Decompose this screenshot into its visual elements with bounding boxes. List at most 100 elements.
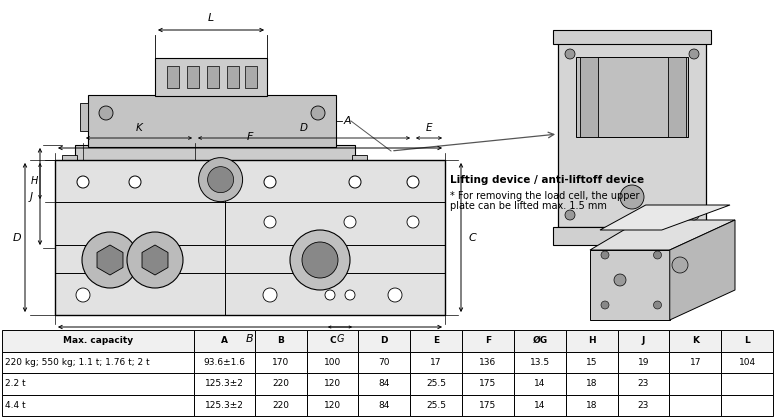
Circle shape xyxy=(302,242,338,278)
Circle shape xyxy=(129,176,141,188)
Circle shape xyxy=(689,210,699,220)
Text: B: B xyxy=(277,336,284,345)
Circle shape xyxy=(264,216,276,228)
Text: plate can be lifted max. 1.5 mm: plate can be lifted max. 1.5 mm xyxy=(450,201,607,211)
Bar xyxy=(194,330,255,352)
Bar xyxy=(618,330,670,352)
Circle shape xyxy=(99,106,113,120)
Text: 84: 84 xyxy=(379,401,390,410)
Text: 4.4 t: 4.4 t xyxy=(5,401,26,410)
Bar xyxy=(352,155,367,200)
Bar xyxy=(721,330,773,352)
Bar xyxy=(2,373,194,394)
Bar xyxy=(194,352,255,373)
Text: 125.3±2: 125.3±2 xyxy=(205,379,244,388)
Bar xyxy=(187,66,199,88)
Circle shape xyxy=(76,288,90,302)
Circle shape xyxy=(620,185,644,209)
Circle shape xyxy=(601,251,609,259)
Text: 23: 23 xyxy=(638,401,650,410)
Text: 17: 17 xyxy=(690,358,701,367)
Bar xyxy=(668,57,686,137)
Bar xyxy=(558,42,706,227)
Text: C: C xyxy=(469,233,476,243)
Text: B: B xyxy=(246,334,254,344)
Polygon shape xyxy=(600,205,730,230)
Circle shape xyxy=(653,251,661,259)
Circle shape xyxy=(345,290,355,300)
Text: 220 kg; 550 kg; 1.1 t; 1.76 t; 2 t: 220 kg; 550 kg; 1.1 t; 1.76 t; 2 t xyxy=(5,358,150,367)
Text: 100: 100 xyxy=(324,358,341,367)
Bar xyxy=(618,373,670,394)
Text: 14: 14 xyxy=(534,379,546,388)
Bar xyxy=(255,373,307,394)
Bar xyxy=(2,394,194,416)
Text: L: L xyxy=(744,336,750,345)
Bar xyxy=(721,394,773,416)
Circle shape xyxy=(349,176,361,188)
Text: E: E xyxy=(433,336,439,345)
Circle shape xyxy=(407,176,419,188)
Text: D: D xyxy=(380,336,388,345)
Text: F: F xyxy=(485,336,491,345)
Bar xyxy=(618,352,670,373)
Bar xyxy=(2,352,194,373)
Text: 17: 17 xyxy=(431,358,442,367)
Circle shape xyxy=(565,49,575,59)
Text: J: J xyxy=(642,336,645,345)
Text: 14: 14 xyxy=(534,401,546,410)
Bar xyxy=(62,155,77,200)
Bar xyxy=(75,145,355,222)
Text: 125.3±2: 125.3±2 xyxy=(205,401,244,410)
Text: H: H xyxy=(588,336,595,345)
Bar xyxy=(88,95,336,147)
Bar xyxy=(80,103,88,131)
Bar xyxy=(462,330,514,352)
Circle shape xyxy=(689,49,699,59)
Text: 18: 18 xyxy=(586,379,598,388)
Bar xyxy=(155,58,267,96)
Bar xyxy=(566,330,618,352)
Bar xyxy=(194,373,255,394)
Text: H: H xyxy=(30,176,38,186)
Text: 70: 70 xyxy=(379,358,390,367)
Text: K: K xyxy=(691,336,698,345)
Bar xyxy=(566,352,618,373)
Circle shape xyxy=(388,288,402,302)
Text: A: A xyxy=(221,336,228,345)
Text: 93.6±1.6: 93.6±1.6 xyxy=(203,358,245,367)
Polygon shape xyxy=(97,245,123,275)
Bar xyxy=(55,160,445,315)
Bar xyxy=(359,394,411,416)
Polygon shape xyxy=(590,250,670,320)
Circle shape xyxy=(127,232,183,288)
Text: ØG: ØG xyxy=(532,336,547,345)
Bar xyxy=(566,373,618,394)
Text: L: L xyxy=(208,13,214,23)
Bar xyxy=(462,352,514,373)
Bar xyxy=(553,30,711,44)
Bar xyxy=(307,352,359,373)
Text: 120: 120 xyxy=(324,401,341,410)
Circle shape xyxy=(199,158,243,202)
Text: 220: 220 xyxy=(272,401,289,410)
Circle shape xyxy=(77,176,89,188)
Text: 13.5: 13.5 xyxy=(530,358,550,367)
Circle shape xyxy=(325,290,335,300)
Circle shape xyxy=(601,301,609,309)
Text: 136: 136 xyxy=(480,358,497,367)
Bar xyxy=(167,66,179,88)
Bar xyxy=(514,394,566,416)
Text: F: F xyxy=(247,132,253,142)
Bar xyxy=(411,330,462,352)
Bar xyxy=(194,394,255,416)
Bar xyxy=(359,373,411,394)
Circle shape xyxy=(614,274,626,286)
Bar xyxy=(255,352,307,373)
Bar xyxy=(207,66,219,88)
Bar xyxy=(670,330,721,352)
Bar xyxy=(618,394,670,416)
Text: 15: 15 xyxy=(586,358,598,367)
Circle shape xyxy=(407,216,419,228)
Text: 2.2 t: 2.2 t xyxy=(5,379,26,388)
